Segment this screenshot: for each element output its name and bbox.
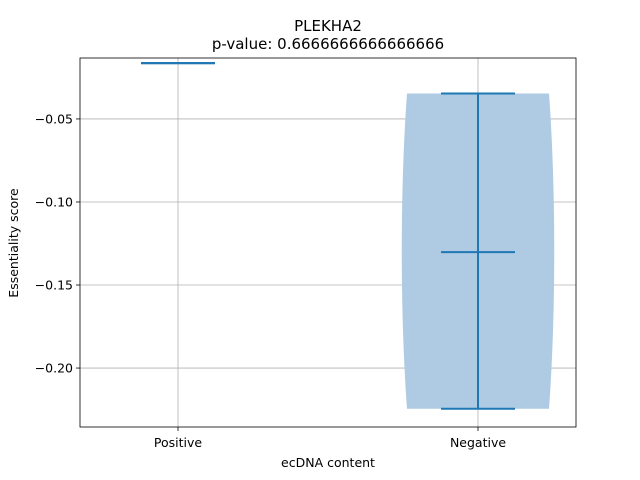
violins [141,62,555,410]
y-tick-label-2: −0.15 [35,278,73,293]
chart-subtitle: p-value: 0.6666666666666666 [212,35,444,53]
plot-frame [79,57,577,428]
y-axis-label: Essentiality score [6,188,21,298]
ticks: −0.05 −0.10 −0.15 −0.20 Positive Negative [35,111,507,450]
y-tick-label-1: −0.10 [35,194,73,209]
chart-title: PLEKHA2 [294,17,362,35]
y-tick-label-0: −0.05 [35,111,73,126]
y-tick-label-3: −0.20 [35,361,73,376]
x-tick-label-0: Positive [154,435,202,450]
x-axis-label: ecDNA content [281,455,375,470]
x-tick-label-1: Negative [450,435,506,450]
